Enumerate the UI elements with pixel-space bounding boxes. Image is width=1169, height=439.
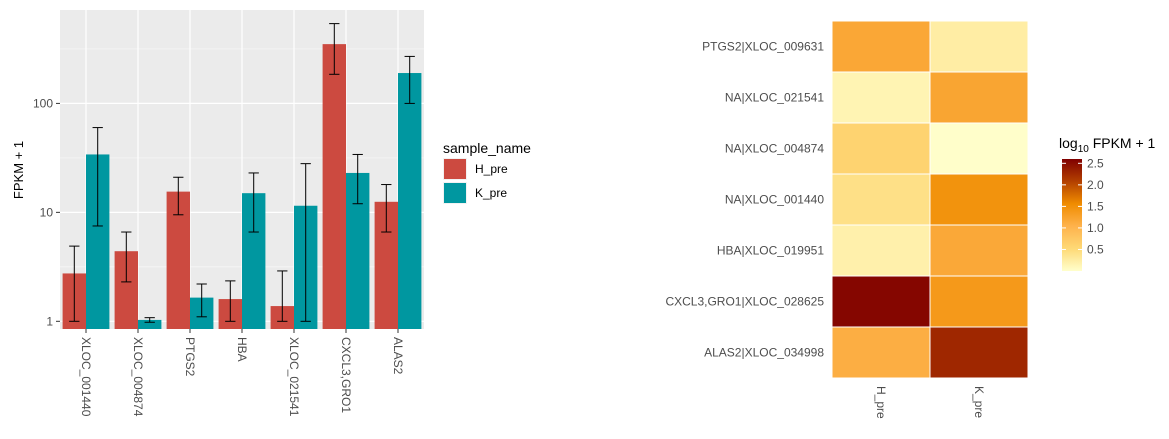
heatmap-cell-1-1 [929,71,1029,124]
legend-swatch-H_pre [444,159,466,179]
x-tick-label: HBA [235,337,249,362]
bar-K_pre-5 [346,172,370,329]
heatmap-cell-5-0 [831,275,931,328]
heatmap-row-labels: PTGS2|XLOC_009631 NA|XLOC_021541 NA|XLOC_0… [665,40,824,360]
heatmap-cell-4-1 [929,224,1029,277]
heatmap-cell-6-0 [831,326,931,379]
colorbar-tick-label: 1.5 [1087,199,1104,213]
heatmap-column-label: H_pre [874,386,888,419]
bar-H_pre-1 [114,251,138,329]
legend-title: sample_name [443,140,531,156]
colorbar-tick-label: 2.5 [1087,156,1104,170]
y-tick-label: 10 [40,205,54,219]
y-axis: 1 10 100 [33,96,60,328]
heatmap-row-label: ALAS2|XLOC_034998 [704,346,824,360]
legend-swatch-K_pre [444,183,466,203]
heatmap-cell-3-1 [929,173,1029,226]
colorbar-tick-label: 0.5 [1087,242,1104,256]
colorbar-tick-label: 2.0 [1087,178,1104,192]
x-tick-label: XLOC_001440 [79,337,93,417]
bar-K_pre-1 [138,319,162,329]
bar-K_pre-6 [398,73,422,329]
bar-K_pre-0 [86,154,110,329]
heatmap-column-label: K_pre [972,386,986,418]
heatmap-cell-2-0 [831,122,931,175]
heatmap-cell-6-1 [929,326,1029,379]
heatmap-cell-0-1 [929,20,1029,73]
legend: sample_name H_pre K_pre [443,140,531,204]
heatmap-row-label: HBA|XLOC_019951 [717,244,825,258]
x-tick-label: CXCL3,GRO1 [339,337,353,413]
legend-label: K_pre [475,186,507,200]
colorbar: log10 FPKM + 1 0.5 1.0 1.5 2.0 2.5 [1059,135,1156,271]
colorbar-gradient [1062,159,1082,271]
heatmap-row-label: CXCL3,GRO1|XLOC_028625 [665,295,824,309]
colorbar-tick-label: 1.0 [1087,221,1104,235]
heatmap-cell-2-1 [929,122,1029,175]
heatmap-cells [831,20,1029,379]
x-tick-label: XLOC_004874 [131,337,145,417]
heatmap-cell-1-0 [831,71,931,124]
bar-H_pre-2 [166,191,190,329]
x-tick-label: PTGS2 [183,337,197,377]
colorbar-ticks: 0.5 1.0 1.5 2.0 2.5 [1062,156,1104,256]
heatmap-cell-5-1 [929,275,1029,328]
bar-H_pre-5 [322,44,346,330]
error-bars [69,23,415,323]
heatmap-row-label: NA|XLOC_004874 [725,142,825,156]
heatmap: PTGS2|XLOC_009631 NA|XLOC_021541 NA|XLOC_0… [665,20,1156,419]
heatmap-column-labels: H_pre K_pre [874,386,986,419]
heatmap-row-label: NA|XLOC_021541 [725,91,825,105]
x-axis: XLOC_001440 XLOC_004874 PTGS2 HBA XLOC_02154… [79,329,405,417]
y-axis-title: FPKM + 1 [11,141,26,199]
heatmap-cell-0-0 [831,20,931,73]
bar-K_pre-3 [242,193,266,329]
y-tick-label: 100 [33,96,53,110]
y-tick-label: 1 [46,314,53,328]
x-tick-label: ALAS2 [391,337,405,375]
heatmap-cell-3-0 [831,173,931,226]
heatmap-row-label: PTGS2|XLOC_009631 [702,40,824,54]
x-tick-label: XLOC_021541 [287,337,301,417]
heatmap-row-label: NA|XLOC_001440 [725,193,825,207]
legend-label: H_pre [475,162,508,176]
colorbar-title: log10 FPKM + 1 [1059,135,1156,155]
heatmap-cell-4-0 [831,224,931,277]
bar-H_pre-6 [374,201,398,329]
